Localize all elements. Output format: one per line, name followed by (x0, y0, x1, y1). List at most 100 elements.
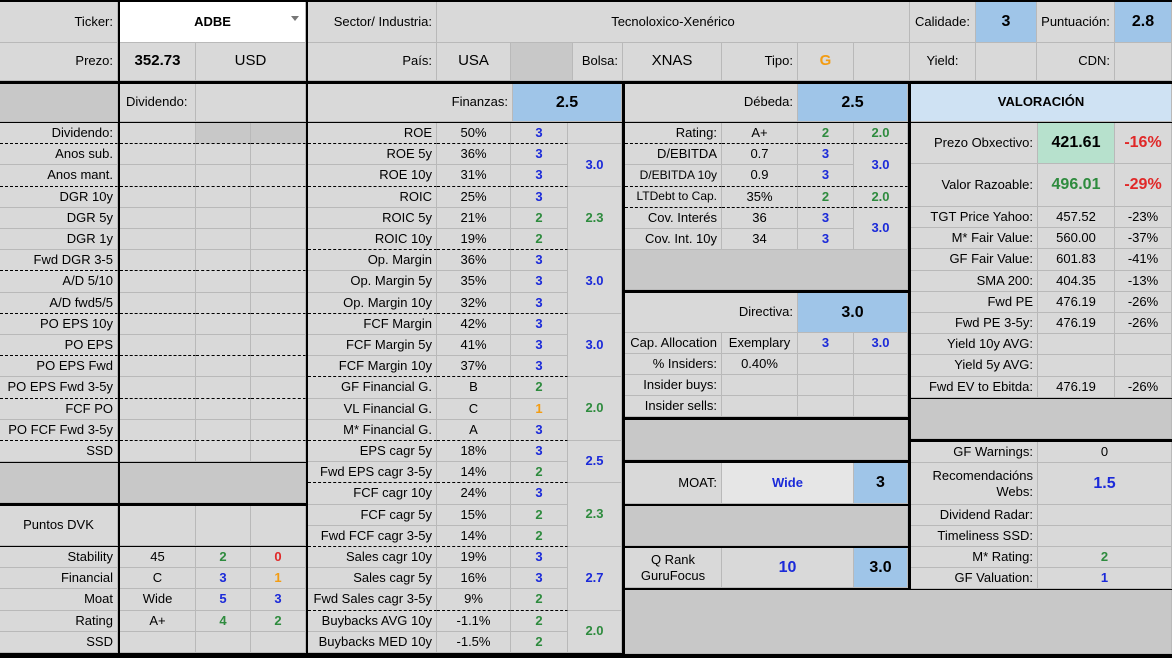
debt-row-score: 2 (798, 187, 854, 208)
gf-warnings-label: GF Warnings: (911, 442, 1038, 463)
fair-value-label: Valor Razoable: (911, 164, 1038, 207)
finance-row-score: 2 (511, 589, 568, 611)
dividend-row-value (120, 420, 196, 441)
debt-row-label: D/EBITDA 10y (625, 165, 722, 187)
dvk-row-label: Financial (0, 568, 118, 589)
finance-row-value: 14% (437, 462, 511, 483)
finance-row-label: FCF Margin 10y (308, 356, 437, 377)
blank-cell (625, 590, 1172, 654)
finance-row-value: 35% (437, 271, 511, 293)
dividend-row-value (120, 377, 196, 399)
dvk-value (251, 506, 306, 546)
dvk-row-value: A+ (120, 611, 196, 632)
cap-allocation-value: Exemplary (722, 333, 798, 354)
ticker-value: ADBE (194, 13, 231, 29)
finance-row-label: Fwd FCF cagr 3-5y (308, 526, 437, 547)
finance-row-score: 3 (511, 187, 568, 208)
dvk-row-value (120, 632, 196, 653)
dividend-row-value (120, 165, 196, 187)
finance-row-score: 1 (511, 399, 568, 420)
dividend-row-label: PO EPS Fwd 3-5y (0, 377, 118, 399)
dividend-section-label: Dividendo: (120, 84, 196, 122)
dividend-row-score (196, 399, 251, 420)
dividend-row-score (196, 144, 251, 165)
dividend-row-group (251, 335, 306, 356)
dividend-row-score (196, 250, 251, 271)
debt-score: 2.5 (798, 84, 908, 122)
dividend-row-value (120, 123, 196, 144)
ticker-dropdown[interactable]: ADBE (120, 2, 306, 43)
finance-row-value: 14% (437, 526, 511, 547)
dividend-row-value (120, 229, 196, 250)
finance-row-score: 3 (511, 314, 568, 335)
dvk-row-score (196, 632, 251, 653)
dividend-row-label: DGR 1y (0, 229, 118, 250)
debt-title: Débeda: (625, 84, 798, 122)
finance-group-score: 2.3 (568, 187, 622, 250)
dividend-row-score (196, 293, 251, 314)
finance-row-value: 9% (437, 589, 511, 611)
dvk-row-label: Rating (0, 611, 118, 632)
dvk-row-score: 3 (196, 568, 251, 589)
valuation-row-pct: -26% (1115, 292, 1172, 313)
dividend-row-value (120, 293, 196, 314)
debt-group-score: 3.0 (854, 144, 908, 187)
blank-cell (120, 463, 306, 503)
finance-group-score: 2.5 (568, 441, 622, 483)
finance-row-score: 3 (511, 165, 568, 187)
fair-value-pct: -29% (1115, 164, 1172, 207)
dividend-row-value (120, 314, 196, 335)
dvk-row-score: 5 (196, 589, 251, 611)
timeliness-label: Timeliness SSD: (911, 526, 1038, 547)
valuation-row-value: 476.19 (1038, 292, 1115, 313)
finance-row-label: ROIC (308, 187, 437, 208)
finance-row-label: Buybacks AVG 10y (308, 611, 437, 632)
valuation-row-label: Yield 10y AVG: (911, 334, 1038, 355)
finance-row-value: 21% (437, 208, 511, 229)
dividend-row-label: PO EPS 10y (0, 314, 118, 335)
dividend-row-group (251, 144, 306, 165)
timeliness-value (1038, 526, 1172, 547)
dvk-row-score: 3 (251, 589, 306, 611)
finance-row-score: 3 (511, 568, 568, 589)
quality-label: Calidade: (910, 2, 976, 43)
sector-value: Tecnoloxico-Xenérico (437, 2, 910, 43)
blank-cell (854, 375, 908, 396)
valuation-row-pct: -23% (1115, 207, 1172, 228)
dvk-row-score: 0 (251, 547, 306, 568)
blank-cell (511, 43, 573, 81)
fair-value-value: 496.01 (1038, 164, 1115, 207)
web-recommendations-value: 1.5 (1038, 463, 1172, 505)
debt-row-value: 35% (722, 187, 798, 208)
valuation-row-pct: -26% (1115, 377, 1172, 398)
finance-row-label: Fwd Sales cagr 3-5y (308, 589, 437, 611)
blank-cell (722, 396, 798, 417)
finance-group-score: 3.0 (568, 250, 622, 314)
dividend-row-label: PO EPS (0, 335, 118, 356)
dividend-radar-label: Dividend Radar: (911, 505, 1038, 526)
dividend-section-value (196, 84, 306, 122)
finance-row-score: 3 (511, 356, 568, 377)
debt-row-score: 2 (798, 123, 854, 144)
target-price-label: Prezo Obxectivo: (911, 123, 1038, 164)
finance-row-score: 2 (511, 229, 568, 250)
finance-row-value: 41% (437, 335, 511, 356)
target-price-pct: -16% (1115, 123, 1172, 164)
dvk-row-score: 2 (196, 547, 251, 568)
valuation-row-label: SMA 200: (911, 271, 1038, 292)
finance-row-value: -1.5% (437, 632, 511, 653)
finance-row-label: ROIC 10y (308, 229, 437, 250)
dividend-row-group (251, 271, 306, 293)
finance-row-label: Fwd EPS cagr 3-5y (308, 462, 437, 483)
chevron-down-icon[interactable] (291, 16, 299, 21)
dividend-row-label: A/D 5/10 (0, 271, 118, 293)
cdn-label: CDN: (1037, 43, 1115, 81)
valuation-row-pct: -26% (1115, 313, 1172, 334)
blank-cell (722, 375, 798, 396)
finance-row-value: 19% (437, 547, 511, 568)
valuation-row-value: 560.00 (1038, 228, 1115, 249)
dividend-row-group (251, 293, 306, 314)
finance-group-score: 3.0 (568, 314, 622, 377)
finance-row-value: -1.1% (437, 611, 511, 632)
dvk-row-label: Moat (0, 589, 118, 611)
